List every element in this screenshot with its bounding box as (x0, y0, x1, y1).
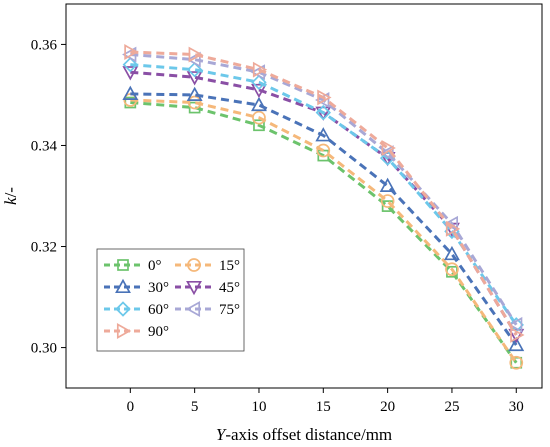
x-tick-label: 25 (444, 399, 459, 415)
x-axis-title-var: Y (216, 425, 227, 444)
data-point (445, 220, 461, 237)
legend-item: 0° (104, 258, 162, 274)
series-6 (124, 44, 525, 343)
series-line (130, 53, 518, 326)
data-point (315, 127, 332, 142)
y-tick-label: 0.36 (31, 37, 58, 53)
data-point (445, 262, 459, 277)
data-point (187, 95, 202, 110)
x-tick-label: 10 (251, 399, 266, 415)
data-point (379, 177, 396, 192)
data-point (122, 46, 137, 63)
data-point (188, 46, 203, 63)
legend-label: 30° (148, 280, 169, 296)
plot-frame (65, 3, 543, 389)
x-tick-label: 5 (191, 399, 199, 415)
data-point (186, 86, 203, 101)
legend-item: 75° (175, 301, 240, 318)
x-ticks: 0 5 10 15 20 25 30 (127, 388, 524, 415)
data-point (251, 74, 267, 91)
series-line (130, 92, 518, 346)
data-point (186, 51, 201, 68)
legend-label: 90° (148, 324, 169, 340)
data-point (508, 328, 525, 344)
series-layer (122, 44, 525, 370)
data-point (186, 71, 203, 86)
y-axis-title-text: /- (1, 187, 20, 198)
data-point (508, 316, 523, 333)
data-point (317, 89, 332, 106)
y-axis-title: k/- (1, 187, 20, 205)
y-ticks: 0.30 0.32 0.34 0.36 (31, 37, 66, 357)
x-tick-label: 0 (127, 399, 135, 415)
legend-item: 15° (175, 258, 240, 274)
y-tick-label: 0.34 (31, 138, 58, 154)
data-point (251, 96, 267, 112)
x-tick-label: 20 (380, 399, 395, 415)
legend-marker (115, 278, 131, 294)
data-point (444, 245, 460, 261)
legend-item: 90° (104, 323, 169, 340)
data-point (122, 66, 139, 81)
legend-marker (116, 323, 132, 339)
data-point (315, 106, 332, 121)
data-point (186, 61, 203, 78)
series-2 (122, 85, 525, 352)
legend-marker (185, 301, 201, 317)
legend-item: 45° (175, 280, 240, 296)
data-point (252, 61, 268, 78)
legend-item: 30° (104, 278, 169, 296)
data-point (253, 119, 265, 132)
series-line (130, 98, 518, 364)
data-point (122, 85, 139, 100)
x-tick-label: 15 (316, 399, 331, 415)
data-point (508, 336, 525, 352)
data-point (510, 356, 523, 369)
x-axis-title: Y-axis offset distance/mm (216, 425, 392, 444)
x-tick-label: 30 (509, 399, 524, 415)
data-point (381, 140, 396, 156)
data-point (251, 83, 267, 99)
legend-label: 15° (219, 258, 240, 274)
legend: 0° 15° 30° 45° 60° 75° 90° (96, 248, 245, 352)
legend-marker (186, 280, 202, 296)
legend-marker (187, 258, 201, 272)
x-axis-title-text: -axis offset distance/mm (225, 425, 392, 444)
series-1 (123, 93, 524, 370)
data-point (509, 355, 524, 370)
legend-marker (115, 301, 131, 317)
y-tick-label: 0.32 (31, 240, 57, 256)
data-point (188, 101, 201, 114)
series-line (130, 63, 518, 326)
legend-label: 45° (219, 280, 240, 296)
data-point (124, 44, 139, 60)
data-point (315, 104, 331, 121)
legend-item: 60° (104, 301, 169, 318)
data-point (380, 194, 395, 208)
legend-label: 75° (219, 302, 240, 318)
data-point (122, 56, 139, 73)
data-point (316, 143, 331, 158)
legend-items: 0° 15° 30° 45° 60° 75° 90° (104, 258, 240, 340)
legend-label: 0° (148, 258, 162, 274)
y-tick-label: 0.30 (31, 341, 57, 357)
data-point (252, 110, 266, 125)
legend-marker (117, 259, 129, 271)
series-line (130, 101, 518, 364)
y-axis-title-var: k (1, 197, 20, 205)
legend-label: 60° (148, 302, 169, 318)
legend-box (96, 248, 245, 352)
series-line (130, 50, 518, 336)
data-point (510, 327, 525, 343)
